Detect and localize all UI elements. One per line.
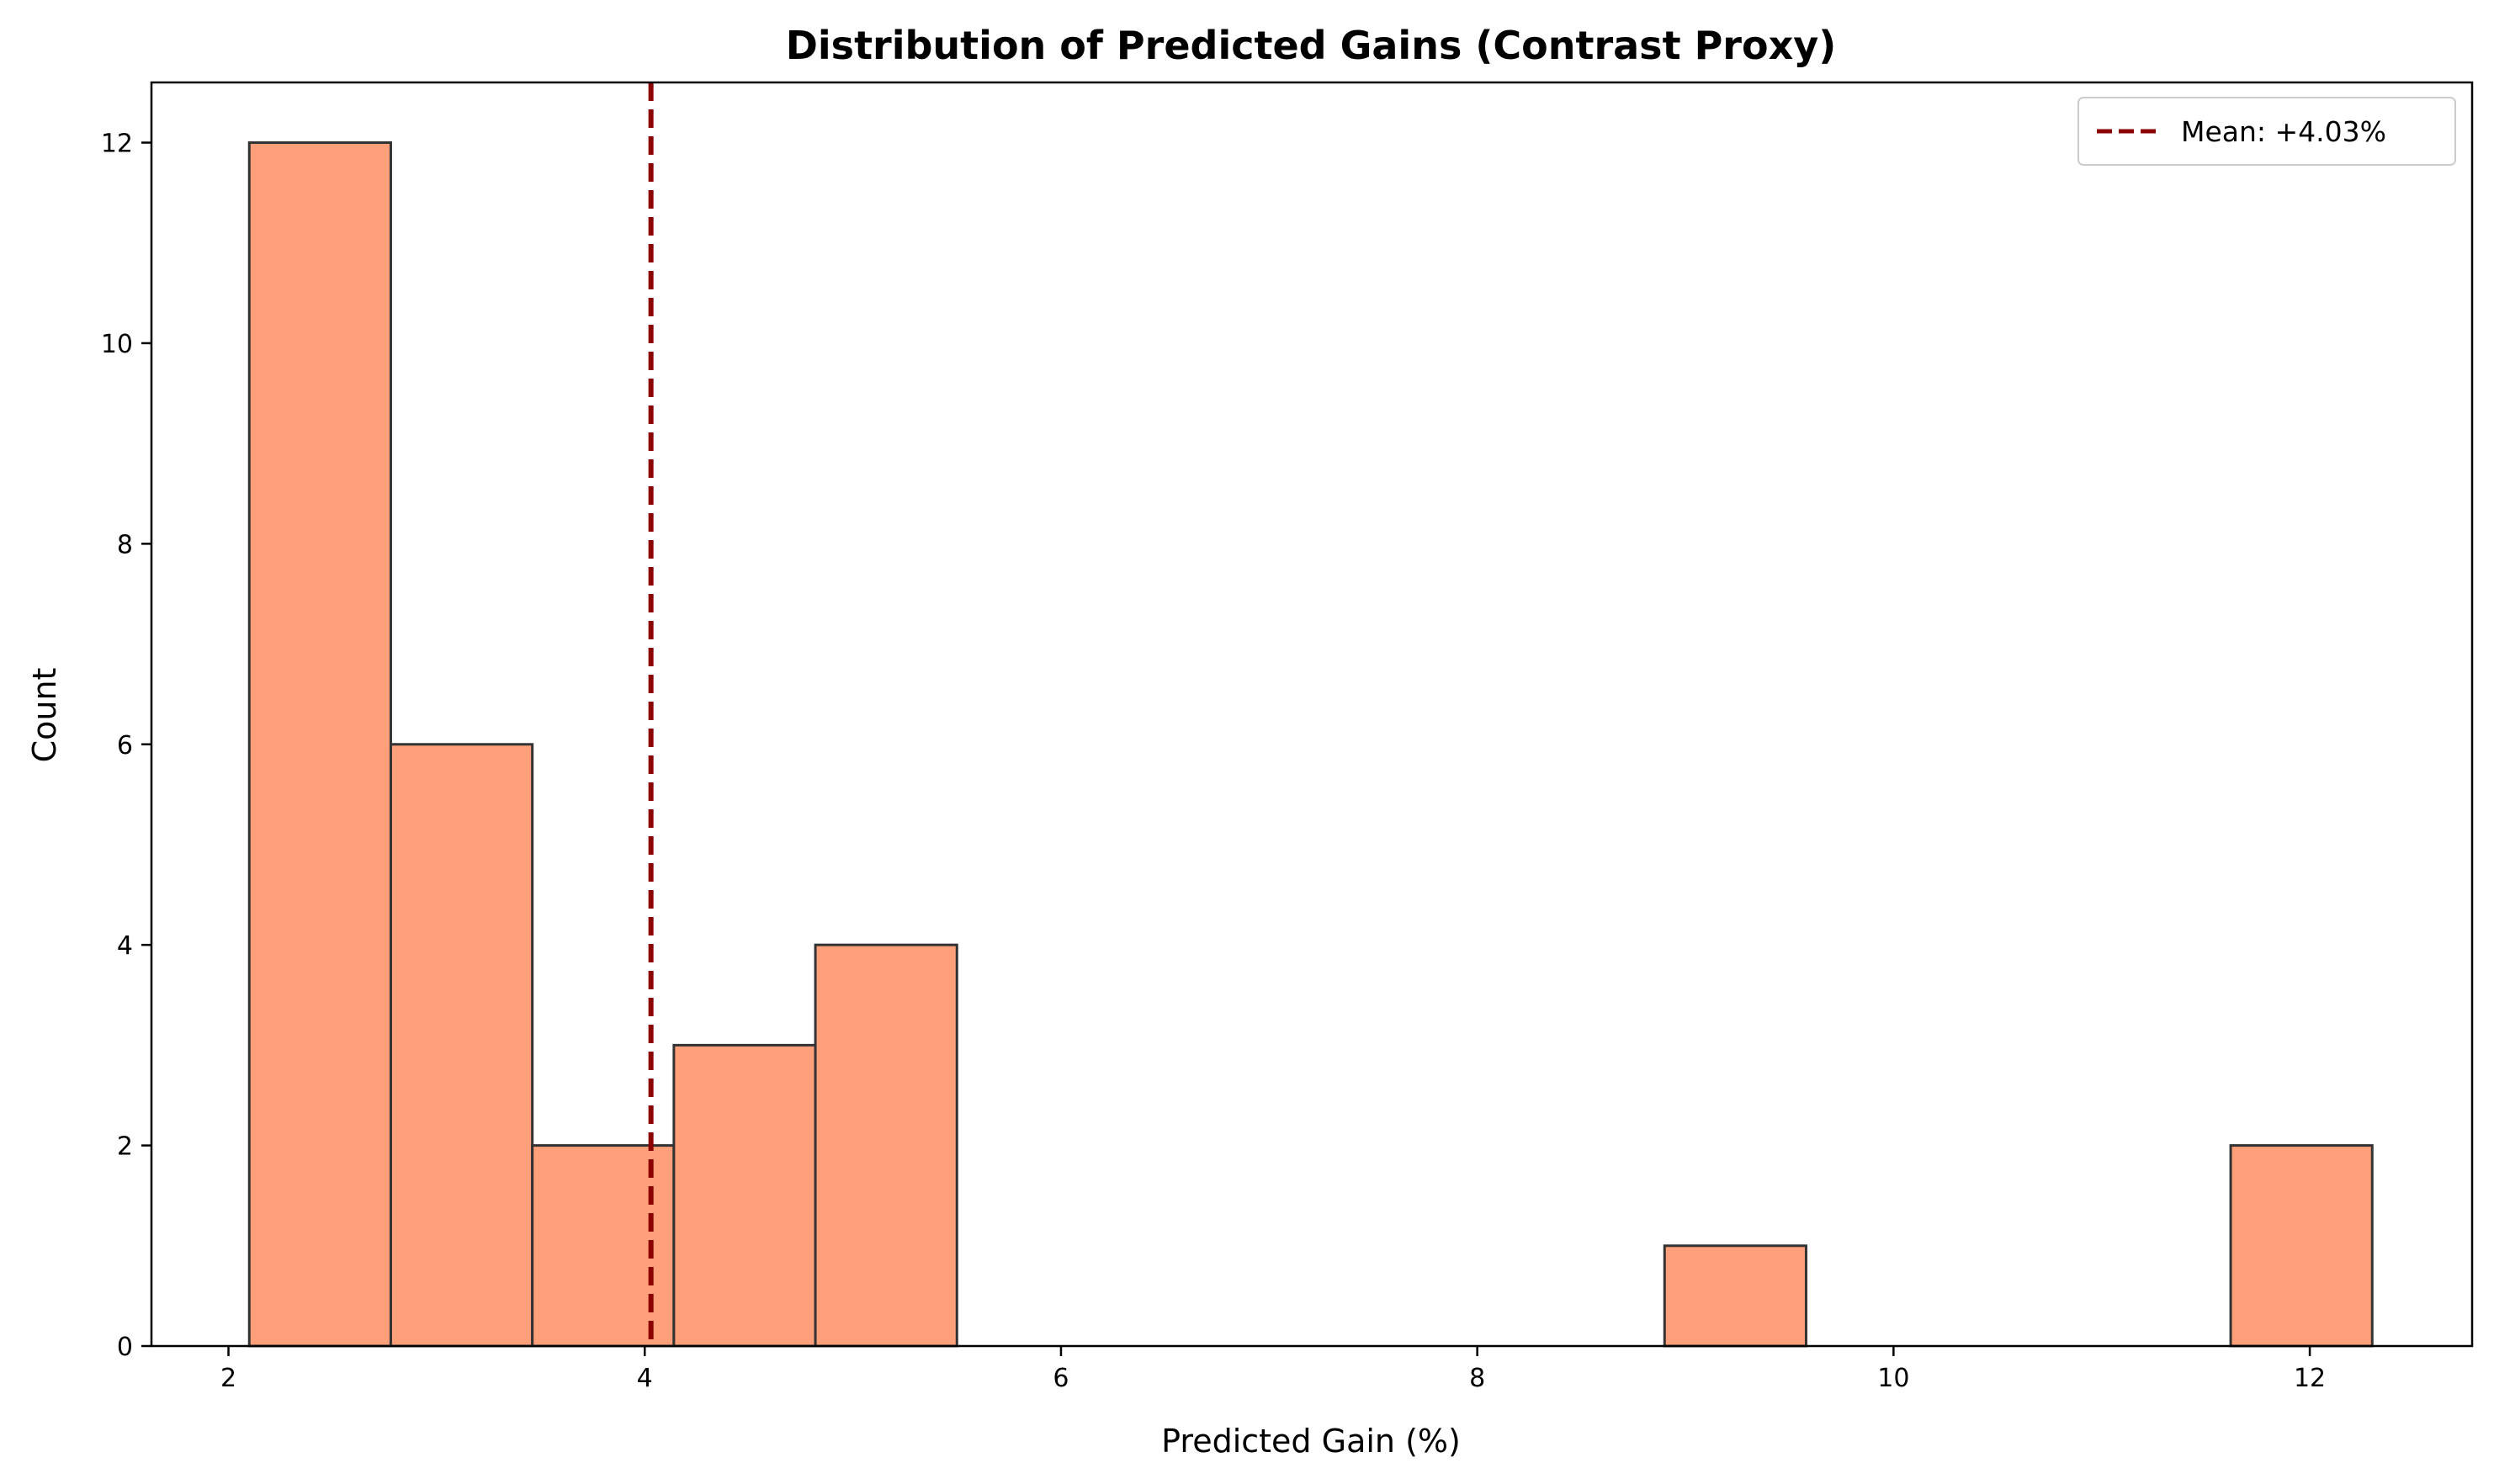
x-tick-label: 8 xyxy=(1469,1364,1485,1393)
x-tick-label: 2 xyxy=(220,1364,236,1393)
x-tick-label: 4 xyxy=(637,1364,653,1393)
legend-box xyxy=(2077,97,2456,166)
y-tick-label: 10 xyxy=(101,330,133,359)
histogram-bar-1 xyxy=(389,743,534,1348)
y-tick-label: 4 xyxy=(117,931,133,961)
legend: Mean: +4.03% xyxy=(2077,97,2456,166)
y-tick-label: 12 xyxy=(101,130,133,159)
x-tick-label: 12 xyxy=(2294,1364,2326,1393)
histogram-bar-0 xyxy=(247,141,392,1348)
x-tick-label: 6 xyxy=(1053,1364,1069,1393)
y-axis-label: Count xyxy=(26,668,63,763)
x-tick-label: 10 xyxy=(1877,1364,1909,1393)
histogram-bar-10 xyxy=(1663,1244,1807,1348)
bars-group xyxy=(247,141,2374,1348)
chart-title: Distribution of Predicted Gains (Contras… xyxy=(786,23,1837,68)
y-tick-label: 2 xyxy=(117,1132,133,1162)
histogram-bar-4 xyxy=(814,943,958,1348)
y-tick-label: 6 xyxy=(117,731,133,761)
plot-frame xyxy=(150,81,2474,1348)
x-axis-label: Predicted Gain (%) xyxy=(1161,1423,1461,1460)
histogram-bar-3 xyxy=(672,1043,817,1348)
y-axis-ticks: 0 2 4 6 8 10 12 xyxy=(101,130,151,1362)
histogram-bar-14 xyxy=(2229,1144,2374,1348)
y-tick-label: 8 xyxy=(117,530,133,559)
legend-mean-label: Mean: +4.03% xyxy=(2181,115,2386,148)
y-tick-label: 0 xyxy=(117,1333,133,1362)
x-axis-ticks: 2 4 6 8 10 12 xyxy=(220,1346,2326,1393)
